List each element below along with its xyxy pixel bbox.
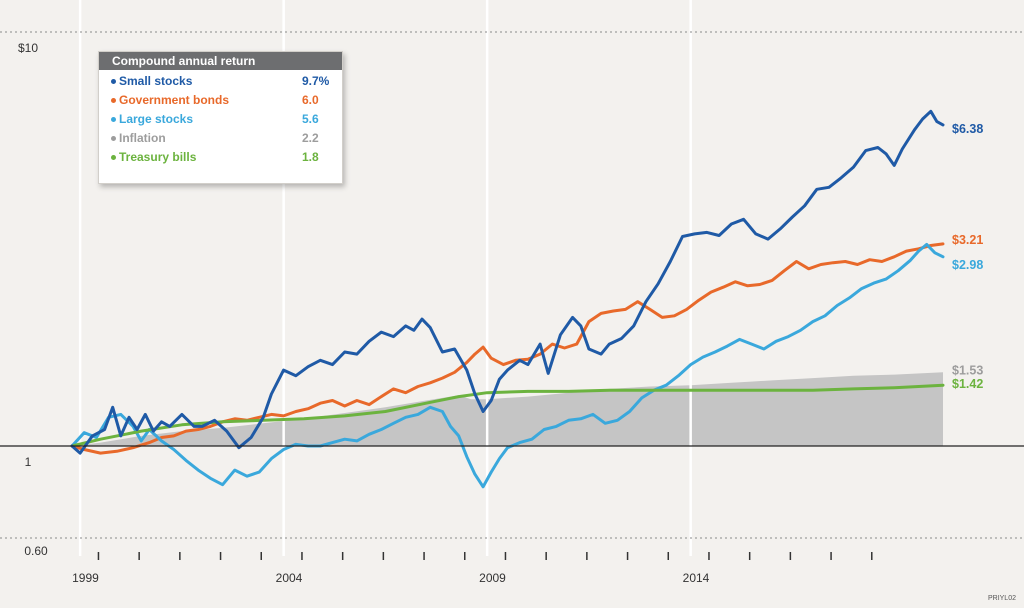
legend-entry-value: 5.6 — [302, 112, 319, 126]
x-tick-label: 2014 — [683, 571, 710, 585]
legend-dot-icon — [111, 136, 116, 141]
inflation-area — [72, 372, 943, 446]
series-line-large-stocks — [70, 242, 945, 489]
end-label-small-stocks: $6.38 — [952, 122, 983, 136]
series-line-small-stocks — [70, 109, 945, 455]
y-tick-label: $10 — [18, 41, 38, 55]
legend-entry-name: Small stocks — [119, 74, 193, 88]
legend-entry-government-bonds: Government bonds 6.0 — [99, 91, 342, 110]
legend-entry-large-stocks: Large stocks 5.6 — [99, 110, 342, 129]
legend-dot-icon — [111, 98, 116, 103]
legend-dot-icon — [111, 155, 116, 160]
legend-entry-small-stocks: Small stocks 9.7% — [99, 72, 342, 91]
legend-entry-value: 1.8 — [302, 150, 319, 164]
end-label-government-bonds: $3.21 — [952, 233, 983, 247]
legend-dot-icon — [111, 79, 116, 84]
legend-entry-value: 6.0 — [302, 93, 319, 107]
legend-entry-name: Large stocks — [119, 112, 194, 126]
legend-entry-name: Government bonds — [119, 93, 230, 107]
legend-entry-value: 2.2 — [302, 131, 319, 145]
legend-entry-value: 9.7% — [302, 74, 330, 88]
end-label-inflation: $1.53 — [952, 363, 983, 377]
legend-entry-treasury-bills: Treasury bills 1.8 — [99, 148, 342, 167]
legend-dot-icon — [111, 117, 116, 122]
y-tick-label: 1 — [25, 455, 32, 469]
legend-entry-inflation: Inflation 2.2 — [99, 129, 342, 148]
legend-entry-name: Treasury bills — [119, 150, 197, 164]
series-line-government-bonds — [70, 242, 945, 455]
x-tick-label: 1999 — [72, 571, 99, 585]
legend-box: Compound annual return Small stocks 9.7% G… — [98, 51, 343, 184]
y-tick-label: 0.60 — [24, 544, 48, 558]
legend-entry-name: Inflation — [119, 131, 166, 145]
x-tick-label: 2009 — [479, 571, 506, 585]
legend-title: Compound annual return — [99, 52, 342, 70]
chart-code: PRIYL02 — [988, 595, 1016, 602]
x-tick-label: 2004 — [276, 571, 303, 585]
end-label-treasury-bills: $1.42 — [952, 377, 983, 391]
end-label-large-stocks: $2.98 — [952, 258, 983, 272]
